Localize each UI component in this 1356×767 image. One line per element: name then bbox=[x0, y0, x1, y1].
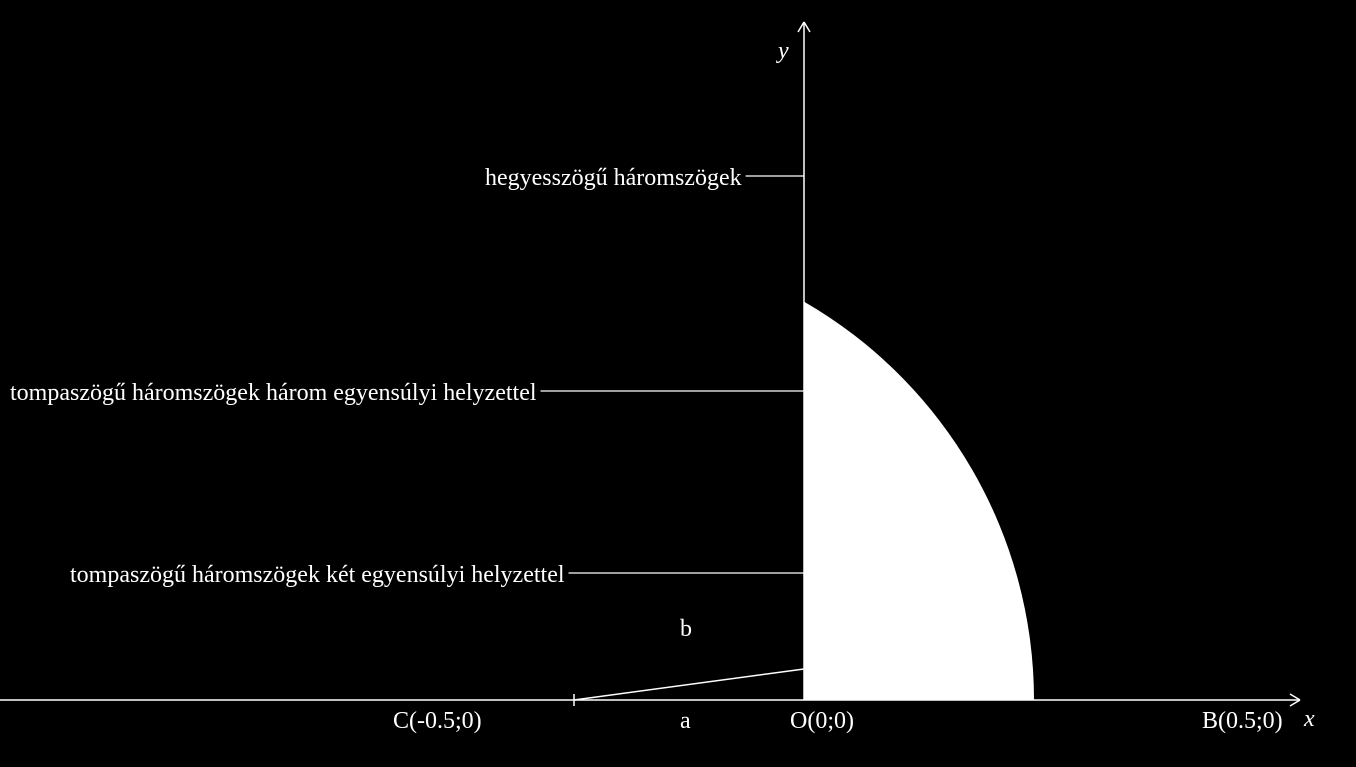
segment-b-label: b bbox=[680, 616, 692, 643]
region1-label: hegyesszögű háromszögek bbox=[485, 165, 742, 192]
segment-a-label: a bbox=[680, 708, 691, 735]
region2-label: tompaszögű háromszögek három egyensúlyi … bbox=[10, 380, 537, 407]
region3-label: tompaszögű háromszögek két egyensúlyi he… bbox=[70, 562, 565, 589]
line-b bbox=[574, 669, 804, 700]
point-O-label: O(0;0) bbox=[790, 708, 854, 735]
point-B-label: B(0.5;0) bbox=[1202, 708, 1283, 735]
y-axis-label: y bbox=[778, 38, 789, 65]
filled-region bbox=[804, 302, 1034, 700]
point-C-label: C(-0.5;0) bbox=[393, 708, 482, 735]
x-axis-label: x bbox=[1304, 706, 1315, 733]
